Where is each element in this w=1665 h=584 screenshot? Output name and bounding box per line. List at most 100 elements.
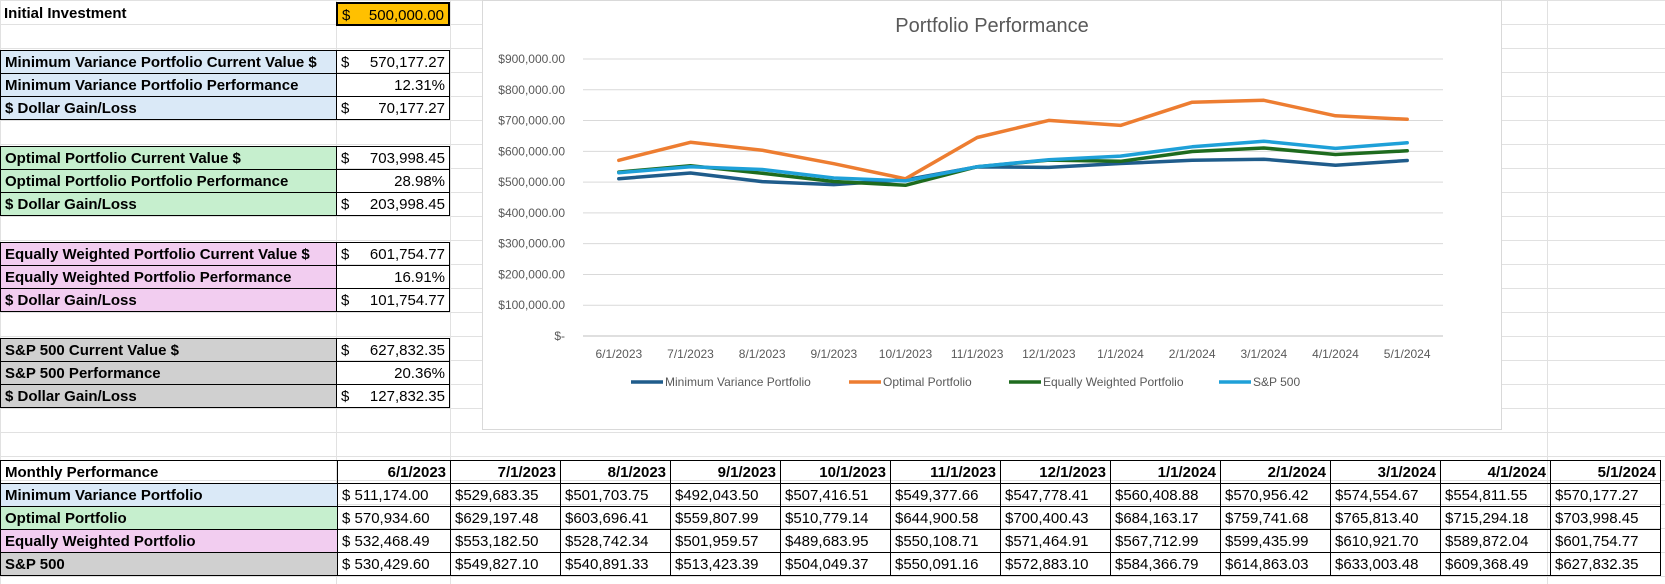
y-tick-label: $400,000.00 [498,206,565,220]
table-cell[interactable]: $599,435.99 [1220,529,1331,553]
table-cell[interactable]: $547,778.41 [1000,483,1111,507]
mvp-perf-value[interactable]: 12.31% [336,73,450,97]
table-cell[interactable]: $715,294.18 [1440,506,1551,530]
opt-current-value[interactable]: $703,998.45 [336,146,450,170]
eq-current-value[interactable]: $601,754.77 [336,242,450,266]
table-cell[interactable]: $570,956.42 [1220,483,1331,507]
x-tick-label: 12/1/2023 [1022,347,1076,361]
initial-investment-label[interactable]: Initial Investment [4,5,127,22]
x-tick-label: 6/1/2023 [595,347,642,361]
eq-perf-label[interactable]: Equally Weighted Portfolio Performance [0,265,337,289]
table-cell[interactable]: $529,683.35 [450,483,561,507]
sp-perf-label[interactable]: S&P 500 Performance [0,361,337,385]
table-cell[interactable]: $609,368.49 [1440,552,1551,576]
table-header-date[interactable]: 12/1/2023 [1000,460,1111,484]
eq-gain-label[interactable]: $ Dollar Gain/Loss [0,288,337,312]
opt-perf-value[interactable]: 28.98% [336,169,450,193]
table-cell[interactable]: $703,998.45 [1550,506,1661,530]
opt-gain-value[interactable]: $203,998.45 [336,192,450,216]
mvp-gain-value[interactable]: $70,177.27 [336,96,450,120]
table-cell[interactable]: $684,163.17 [1110,506,1221,530]
table-cell[interactable]: $603,696.41 [560,506,671,530]
table-cell[interactable]: $549,827.10 [450,552,561,576]
mvp-current-label[interactable]: Minimum Variance Portfolio Current Value… [0,50,337,74]
opt-current-label[interactable]: Optimal Portfolio Current Value $ [0,146,337,170]
table-cell[interactable]: $504,049.37 [780,552,891,576]
table-header-date[interactable]: 8/1/2023 [560,460,671,484]
table-cell[interactable]: $700,400.43 [1000,506,1111,530]
table-cell[interactable]: $492,043.50 [670,483,781,507]
currency-symbol: $ [341,100,350,117]
table-cell[interactable]: $ 532,468.49 [337,529,451,553]
table-cell[interactable]: $540,891.33 [560,552,671,576]
table-cell[interactable]: $489,683.95 [780,529,891,553]
eq-current-label[interactable]: Equally Weighted Portfolio Current Value… [0,242,337,266]
table-row-label[interactable]: Equally Weighted Portfolio [0,529,338,553]
col-divider [450,0,451,584]
table-header-date[interactable]: 4/1/2024 [1440,460,1551,484]
table-header-date[interactable]: 5/1/2024 [1550,460,1661,484]
table-cell[interactable]: $528,742.34 [560,529,671,553]
table-header-date[interactable]: 3/1/2024 [1330,460,1441,484]
mvp-current-value[interactable]: $570,177.27 [336,50,450,74]
table-cell[interactable]: $759,741.68 [1220,506,1331,530]
value: 601,754.77 [369,246,445,263]
table-cell[interactable]: $550,091.16 [890,552,1001,576]
sp-gain-value[interactable]: $127,832.35 [336,384,450,408]
table-cell[interactable]: $574,554.67 [1330,483,1441,507]
eq-gain-value[interactable]: $101,754.77 [336,288,450,312]
table-cell[interactable]: $572,883.10 [1000,552,1111,576]
opt-gain-label[interactable]: $ Dollar Gain/Loss [0,192,337,216]
table-row-label[interactable]: Minimum Variance Portfolio [0,483,338,507]
sp-current-value[interactable]: $627,832.35 [336,338,450,362]
table-header-date[interactable]: 1/1/2024 [1110,460,1221,484]
table-header-date[interactable]: 9/1/2023 [670,460,781,484]
table-cell[interactable]: $560,408.88 [1110,483,1221,507]
table-cell[interactable]: $627,832.35 [1550,552,1661,576]
table-cell[interactable]: $ 530,429.60 [337,552,451,576]
table-header-date[interactable]: 7/1/2023 [450,460,561,484]
table-cell[interactable]: $507,416.51 [780,483,891,507]
table-cell[interactable]: $610,921.70 [1330,529,1441,553]
table-cell[interactable]: $550,108.71 [890,529,1001,553]
mvp-gain-label[interactable]: $ Dollar Gain/Loss [0,96,337,120]
sp-perf-value[interactable]: 20.36% [336,361,450,385]
table-cell[interactable]: $765,813.40 [1330,506,1441,530]
table-cell[interactable]: $ 570,934.60 [337,506,451,530]
table-cell[interactable]: $549,377.66 [890,483,1001,507]
table-header-date[interactable]: 2/1/2024 [1220,460,1331,484]
y-tick-label: $800,000.00 [498,83,565,97]
value: 500,000.00 [368,7,444,24]
table-cell[interactable]: $501,959.57 [670,529,781,553]
table-cell[interactable]: $614,863.03 [1220,552,1331,576]
table-cell[interactable]: $644,900.58 [890,506,1001,530]
initial-investment-value[interactable]: $ 500,000.00 [336,2,450,26]
opt-perf-label[interactable]: Optimal Portfolio Portfolio Performance [0,169,337,193]
table-cell[interactable]: $629,197.48 [450,506,561,530]
table-header-date[interactable]: 6/1/2023 [337,460,451,484]
table-header-date[interactable]: 10/1/2023 [780,460,891,484]
table-header-date[interactable]: 11/1/2023 [890,460,1001,484]
eq-perf-value[interactable]: 16.91% [336,265,450,289]
table-cell[interactable]: $584,366.79 [1110,552,1221,576]
table-cell[interactable]: $589,872.04 [1440,529,1551,553]
table-header-label[interactable]: Monthly Performance [0,460,338,484]
table-cell[interactable]: $501,703.75 [560,483,671,507]
table-cell[interactable]: $601,754.77 [1550,529,1661,553]
sp-gain-label[interactable]: $ Dollar Gain/Loss [0,384,337,408]
table-row-label[interactable]: S&P 500 [0,552,338,576]
mvp-perf-label[interactable]: Minimum Variance Portfolio Performance [0,73,337,97]
table-cell[interactable]: $510,779.14 [780,506,891,530]
table-cell[interactable]: $554,811.55 [1440,483,1551,507]
table-cell[interactable]: $553,182.50 [450,529,561,553]
table-cell[interactable]: $567,712.99 [1110,529,1221,553]
table-cell[interactable]: $633,003.48 [1330,552,1441,576]
table-cell[interactable]: $ 511,174.00 [337,483,451,507]
table-cell[interactable]: $570,177.27 [1550,483,1661,507]
table-cell[interactable]: $559,807.99 [670,506,781,530]
table-cell[interactable]: $513,423.39 [670,552,781,576]
sp-current-label[interactable]: S&P 500 Current Value $ [0,338,337,362]
portfolio-chart[interactable]: Portfolio Performance $900,000.00 $800,00… [482,0,1502,430]
table-row-label[interactable]: Optimal Portfolio [0,506,338,530]
table-cell[interactable]: $571,464.91 [1000,529,1111,553]
